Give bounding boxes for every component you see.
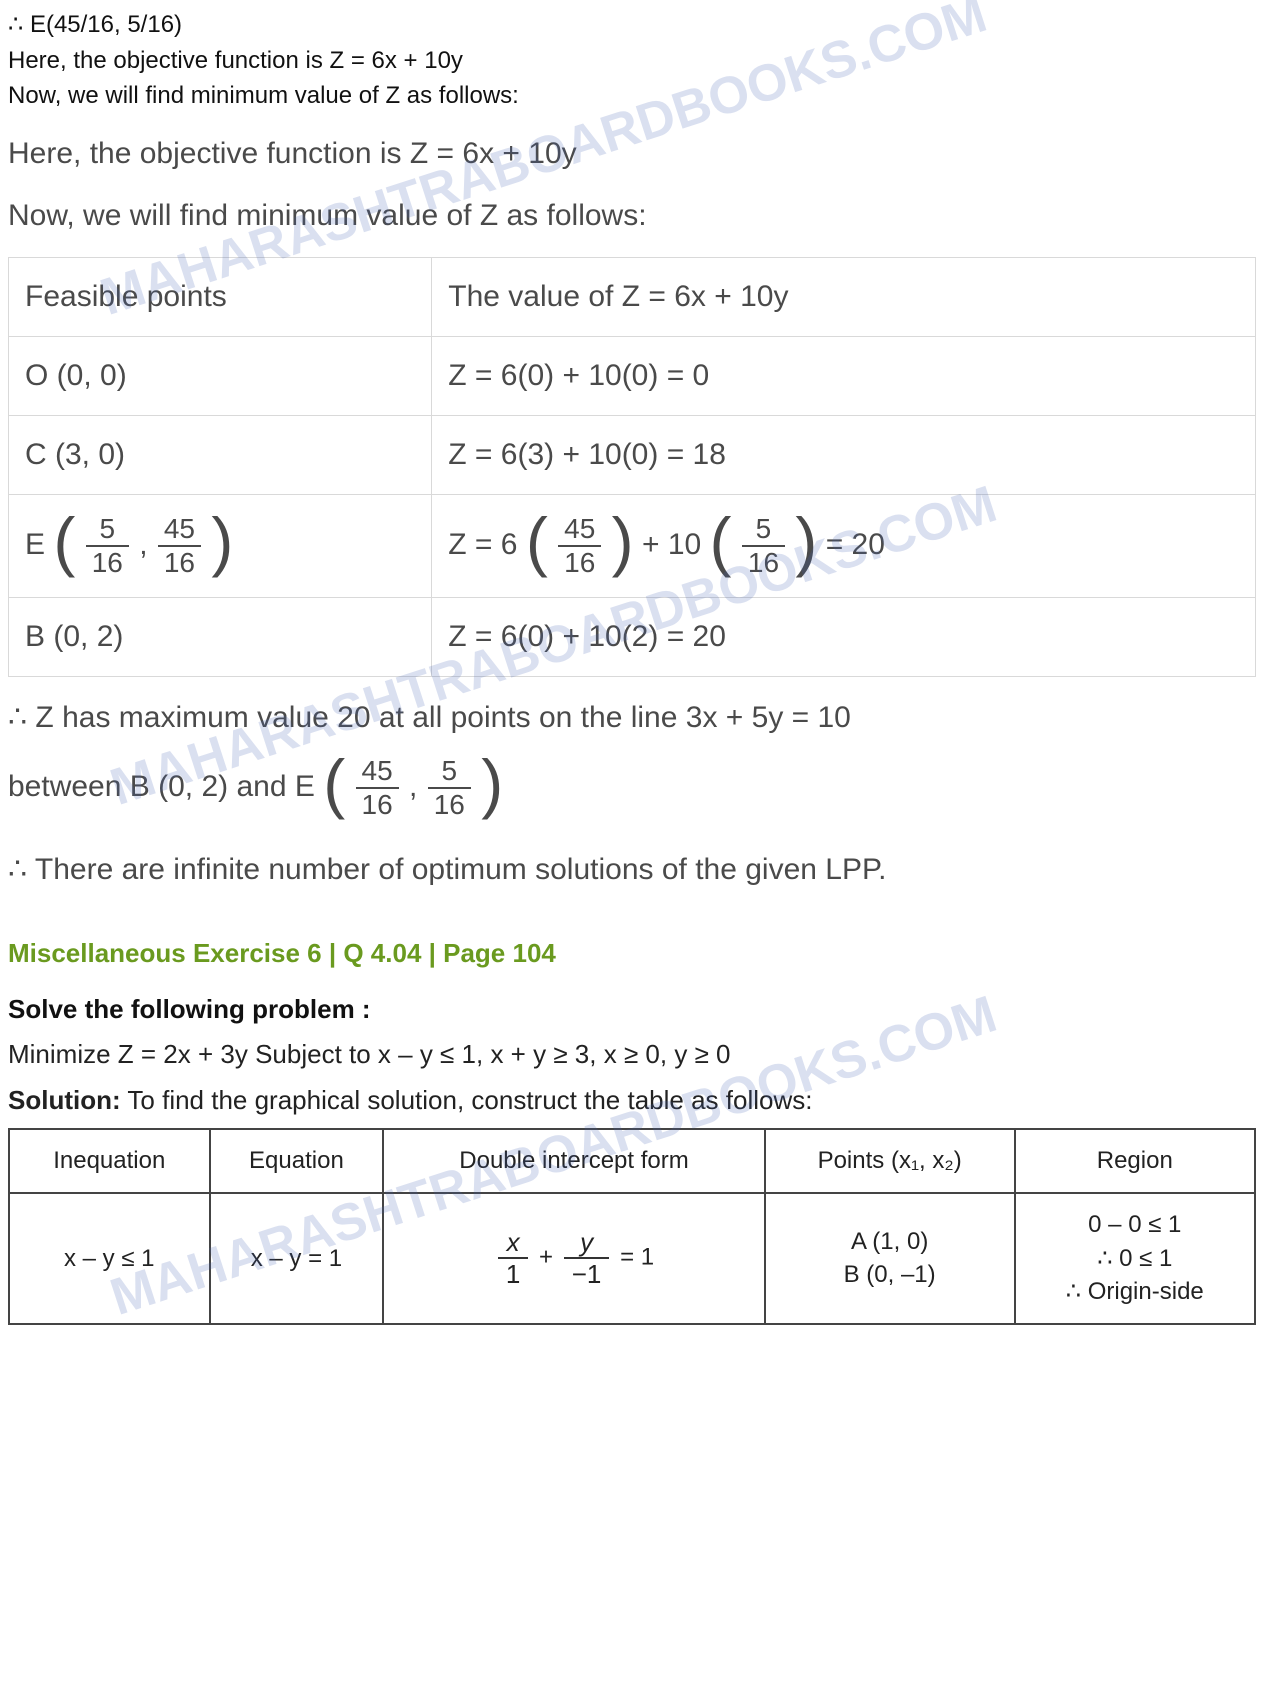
frac-bot: 16 <box>558 545 601 579</box>
value-cell: Z = 6 ( 45 16 ) + 10 ( 5 16 ) = 20 <box>432 494 1256 597</box>
problem-statement: Minimize Z = 2x + 3y Subject to x – y ≤ … <box>8 1036 1256 1072</box>
intro-line-2: Here, the objective function is Z = 6x +… <box>8 44 1256 78</box>
points-cell: A (1, 0) B (0, –1) <box>765 1193 1015 1324</box>
frac-top: 45 <box>158 513 201 545</box>
fraction: 5 16 <box>742 513 785 579</box>
paren-left: ( <box>53 515 75 568</box>
frac-top: x <box>498 1227 528 1257</box>
header-double-intercept: Double intercept form <box>383 1129 764 1193</box>
frac-top: 45 <box>558 513 601 545</box>
solve-label: Solve the following problem : <box>8 991 1256 1027</box>
conclusion-line-1: ∴ Z has maximum value 20 at all points o… <box>8 697 1256 739</box>
conclusion-line-3: ∴ There are infinite number of optimum s… <box>8 849 1256 891</box>
table-row: E ( 5 16 , 45 16 ) Z = 6 ( 45 16 <box>9 494 1256 597</box>
value-cell: Z = 6(3) + 10(0) = 18 <box>432 415 1256 494</box>
value-cell: Z = 6(0) + 10(0) = 0 <box>432 336 1256 415</box>
region-cell: 0 – 0 ≤ 1 ∴ 0 ≤ 1 ∴ Origin-side <box>1015 1193 1255 1324</box>
header-region: Region <box>1015 1129 1255 1193</box>
point-a: A (1, 0) <box>774 1225 1006 1259</box>
paren-left: ( <box>710 515 732 568</box>
header-equation: Equation <box>210 1129 384 1193</box>
point-cell: E ( 5 16 , 45 16 ) <box>9 494 432 597</box>
header-z-value: The value of Z = 6x + 10y <box>432 257 1256 336</box>
inequation-table: Inequation Equation Double intercept for… <box>8 1128 1256 1324</box>
paren-right: ) <box>481 757 503 810</box>
page-content: ∴ E(45/16, 5/16) Here, the objective fun… <box>8 8 1256 1325</box>
solution-label: Solution: <box>8 1085 121 1115</box>
frac-bot: 16 <box>356 787 399 821</box>
frac-top: 5 <box>742 513 785 545</box>
frac-bot: 16 <box>158 545 201 579</box>
fraction: y −1 <box>564 1227 610 1289</box>
comma: , <box>139 528 156 561</box>
gray-intro-2: Now, we will find minimum value of Z as … <box>8 195 1256 237</box>
frac-bot: 16 <box>742 545 785 579</box>
point-prefix: E <box>25 528 45 561</box>
frac-bot: 16 <box>428 787 471 821</box>
frac-bot: −1 <box>564 1257 610 1289</box>
paren-right: ) <box>612 515 634 568</box>
paren-right: ) <box>211 515 233 568</box>
intro-line-1: ∴ E(45/16, 5/16) <box>8 8 1256 42</box>
point-cell: C (3, 0) <box>9 415 432 494</box>
region-line: 0 – 0 ≤ 1 <box>1024 1208 1246 1242</box>
fraction: 45 16 <box>558 513 601 579</box>
val-prefix: Z = 6 <box>448 528 517 561</box>
frac-bot: 1 <box>498 1257 528 1289</box>
solution-text: To find the graphical solution, construc… <box>127 1085 812 1115</box>
header-inequation: Inequation <box>9 1129 210 1193</box>
fraction: 5 16 <box>86 513 129 579</box>
header-feasible-points: Feasible points <box>9 257 432 336</box>
comma: , <box>409 770 426 803</box>
fraction: 45 16 <box>356 755 399 821</box>
val-suffix: = 20 <box>826 528 885 561</box>
exercise-heading: Miscellaneous Exercise 6 | Q 4.04 | Page… <box>8 935 1256 971</box>
gray-intro-1: Here, the objective function is Z = 6x +… <box>8 133 1256 175</box>
header-points: Points (x₁, x₂) <box>765 1129 1015 1193</box>
table-row: x – y ≤ 1 x – y = 1 x 1 + y −1 = 1 A (1,… <box>9 1193 1255 1324</box>
table-row: O (0, 0) Z = 6(0) + 10(0) = 0 <box>9 336 1256 415</box>
paren-right: ) <box>795 515 817 568</box>
intro-line-3: Now, we will find minimum value of Z as … <box>8 79 1256 113</box>
eq-one: = 1 <box>620 1244 654 1271</box>
fraction: x 1 <box>498 1227 528 1289</box>
fraction: 5 16 <box>428 755 471 821</box>
frac-top: y <box>564 1227 610 1257</box>
frac-top: 45 <box>356 755 399 787</box>
table-header-row: Feasible points The value of Z = 6x + 10… <box>9 257 1256 336</box>
val-mid: + 10 <box>642 528 701 561</box>
frac-top: 5 <box>428 755 471 787</box>
point-cell: B (0, 2) <box>9 597 432 676</box>
frac-top: 5 <box>86 513 129 545</box>
solution-line: Solution: To find the graphical solution… <box>8 1082 1256 1118</box>
frac-bot: 16 <box>86 545 129 579</box>
point-cell: O (0, 0) <box>9 336 432 415</box>
table-row: C (3, 0) Z = 6(3) + 10(0) = 18 <box>9 415 1256 494</box>
fraction: 45 16 <box>158 513 201 579</box>
region-line: ∴ 0 ≤ 1 <box>1024 1242 1246 1276</box>
paren-left: ( <box>526 515 548 568</box>
conclusion-line-2: between B (0, 2) and E ( 45 16 , 5 16 ) <box>8 755 1256 821</box>
point-b: B (0, –1) <box>774 1258 1006 1292</box>
conclusion-prefix: between B (0, 2) and E <box>8 770 315 803</box>
table-header-row: Inequation Equation Double intercept for… <box>9 1129 1255 1193</box>
plus: + <box>539 1244 560 1271</box>
double-intercept-cell: x 1 + y −1 = 1 <box>383 1193 764 1324</box>
value-cell: Z = 6(0) + 10(2) = 20 <box>432 597 1256 676</box>
paren-left: ( <box>323 757 345 810</box>
inequation-cell: x – y ≤ 1 <box>9 1193 210 1324</box>
equation-cell: x – y = 1 <box>210 1193 384 1324</box>
table-row: B (0, 2) Z = 6(0) + 10(2) = 20 <box>9 597 1256 676</box>
feasible-points-table: Feasible points The value of Z = 6x + 10… <box>8 257 1256 677</box>
region-line: ∴ Origin-side <box>1024 1275 1246 1309</box>
